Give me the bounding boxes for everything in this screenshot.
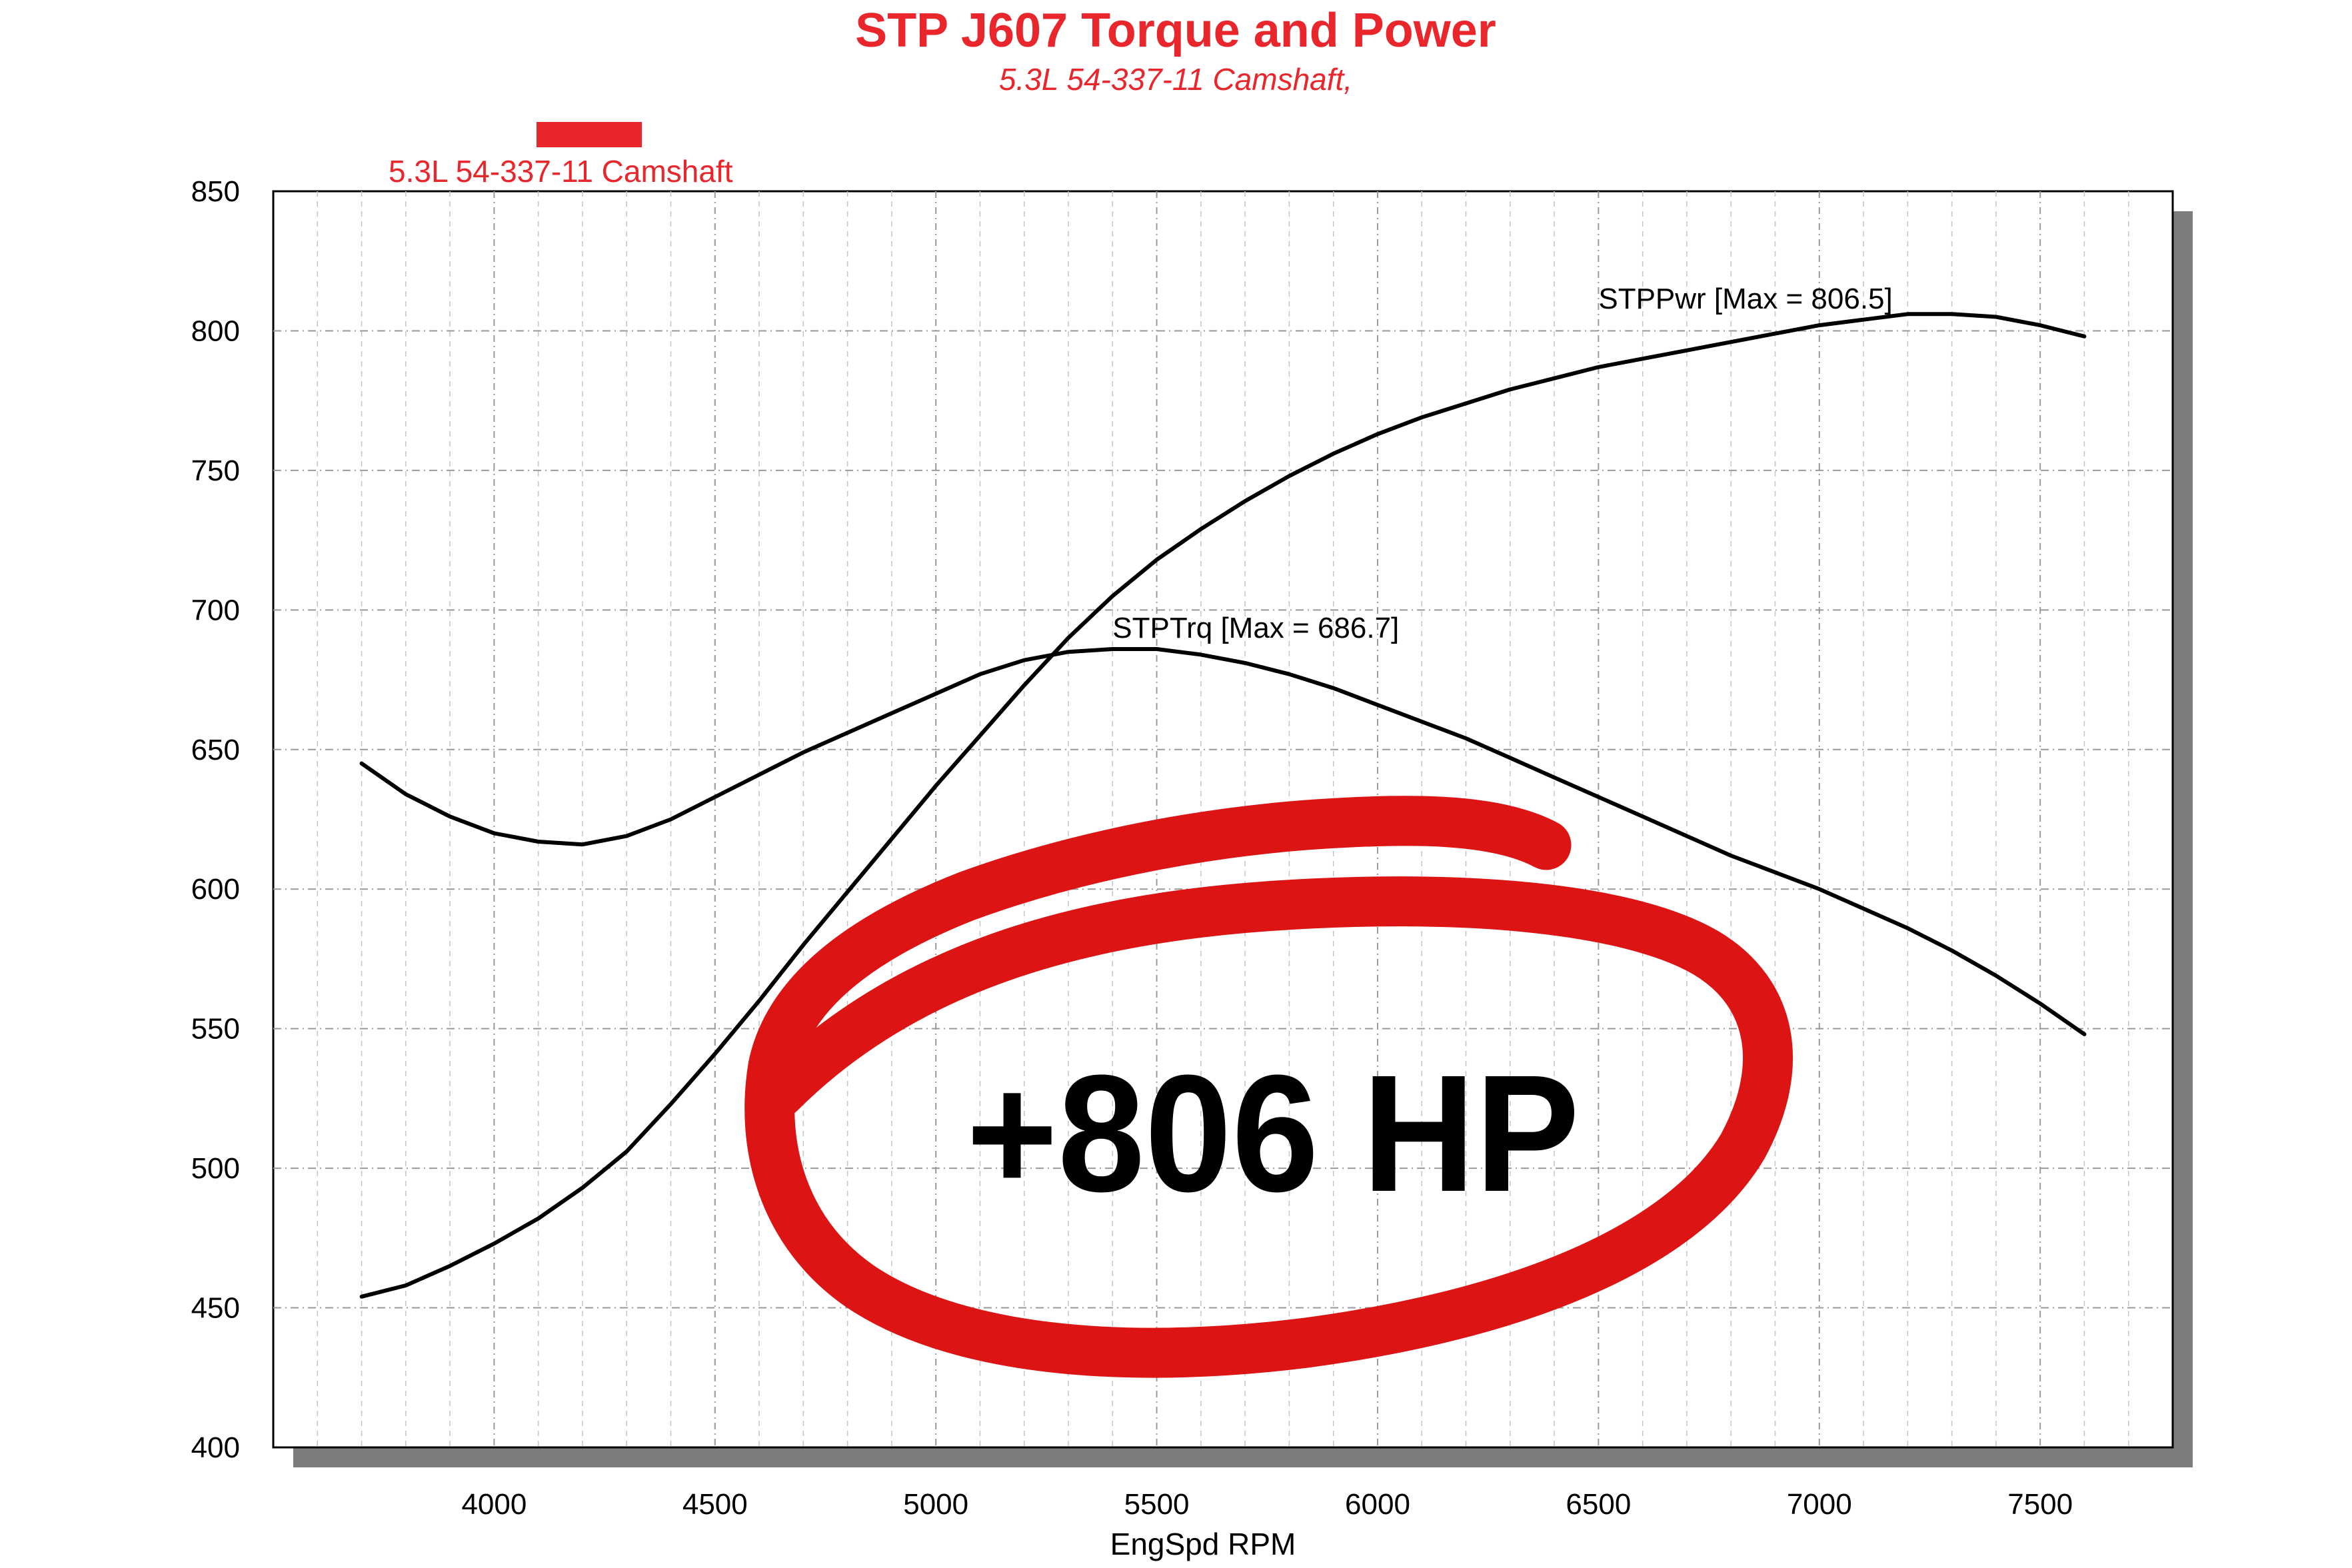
y-tick-label: 500 [191,1152,240,1185]
hp-callout: +806 HP [744,796,1793,1378]
y-tick-label: 850 [191,175,240,208]
x-axis-ticks: 4000 4500 5000 5500 6000 6500 7000 7500 [461,1488,2073,1521]
legend-label: 5.3L 54-337-11 Camshaft [389,154,733,189]
x-axis-label: EngSpd RPM [1110,1527,1296,1561]
series-annotation-power: STPPwr [Max = 806.5] [1598,283,1892,315]
grid [273,191,2173,1447]
y-tick-label: 600 [191,873,240,906]
y-tick-label: 750 [191,454,240,487]
legend-swatch [537,122,642,147]
annotation-layer: STPPwr [Max = 806.5] STPTrq [Max = 686.7] [1112,283,1892,644]
chart-title: STP J607 Torque and Power [855,4,1496,57]
y-tick-label: 650 [191,734,240,766]
y-tick-label: 800 [191,315,240,347]
y-axis-ticks: 400 450 500 550 600 650 700 750 800 850 [191,175,240,1464]
x-tick-label: 4500 [682,1488,748,1521]
series-layer [359,312,2087,1299]
series-annotation-torque: STPTrq [Max = 686.7] [1112,612,1399,644]
x-tick-label: 7000 [1787,1488,1852,1521]
callout-text: +806 HP [966,1040,1580,1226]
x-tick-label: 7500 [2007,1488,2073,1521]
legend: 5.3L 54-337-11 Camshaft [389,122,733,189]
y-tick-label: 450 [191,1292,240,1325]
y-tick-label: 550 [191,1013,240,1046]
x-tick-label: 5500 [1124,1488,1190,1521]
callout-red-circle [744,796,1793,1378]
y-tick-label: 700 [191,594,240,626]
x-tick-label: 4000 [461,1488,527,1521]
x-tick-label: 6000 [1345,1488,1410,1521]
chart-subtitle: 5.3L 54-337-11 Camshaft, [999,62,1352,97]
series-line-torque [359,647,2087,1036]
x-tick-label: 6500 [1566,1488,1631,1521]
y-tick-label: 400 [191,1431,240,1464]
series-line-power [359,312,2087,1299]
x-tick-label: 5000 [903,1488,968,1521]
